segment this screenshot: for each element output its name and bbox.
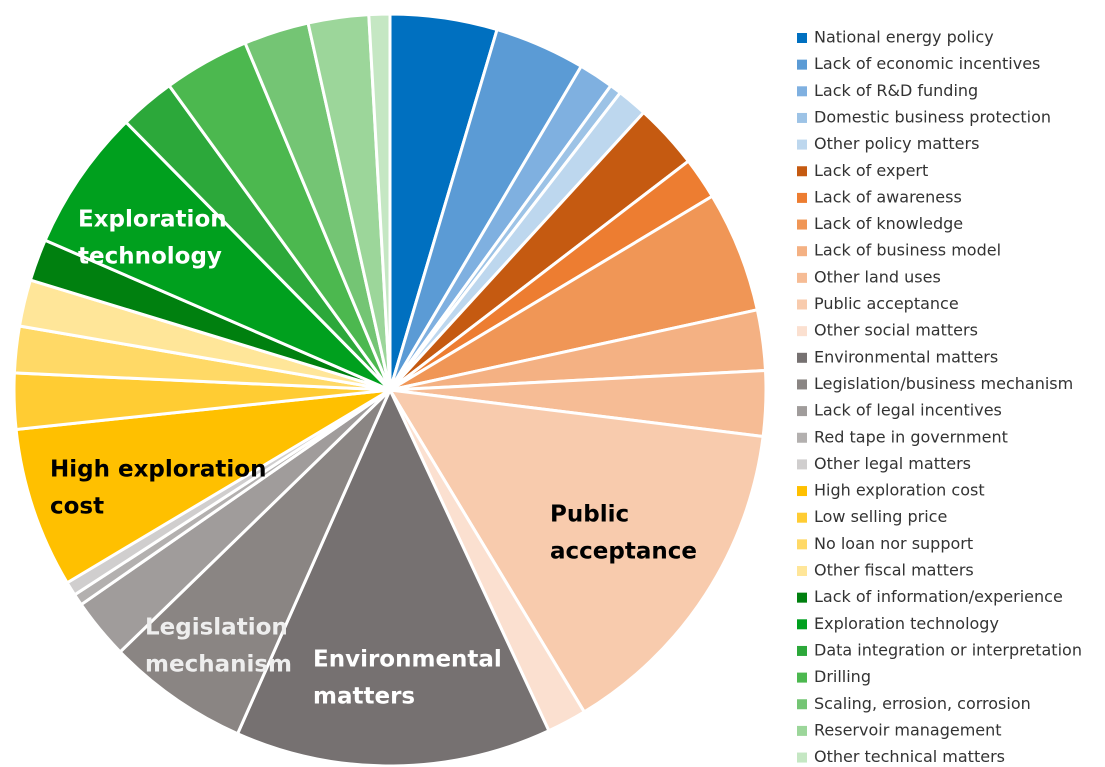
legend-label: Scaling, errosion, corrosion <box>814 694 1031 713</box>
legend-label: Domestic business protection <box>814 107 1051 126</box>
legend-label: Lack of knowledge <box>814 214 963 233</box>
legend-label: Public acceptance <box>814 294 959 313</box>
legend-label: High exploration cost <box>814 481 985 500</box>
legend-label: Other technical matters <box>814 747 1005 766</box>
legend-swatch <box>797 299 807 310</box>
pie-slice <box>387 388 765 714</box>
slice-annotation: technology <box>78 244 222 270</box>
legend-label: Other land uses <box>814 267 941 286</box>
pie-slice <box>118 388 392 736</box>
pie-slice <box>14 388 391 585</box>
legend-swatch <box>797 139 807 150</box>
legend-label: Exploration technology <box>814 614 999 633</box>
legend-label: Drilling <box>814 667 871 686</box>
slice-annotation: mechanism <box>145 652 292 678</box>
legend-label: Lack of awareness <box>814 187 962 206</box>
legend-swatch <box>797 326 807 337</box>
legend-label: National energy policy <box>814 28 994 47</box>
legend-label: Lack of R&D funding <box>814 81 978 100</box>
slice-annotation: cost <box>50 494 104 520</box>
legend-swatch <box>797 192 807 203</box>
pie-slice <box>43 120 392 392</box>
legend-label: Data integration or interpretation <box>814 640 1082 659</box>
legend-label: Environmental matters <box>814 347 998 366</box>
legend-swatch <box>797 672 807 683</box>
legend-label: Lack of economic incentives <box>814 54 1040 73</box>
legend-swatch <box>797 645 807 656</box>
legend-swatch <box>797 512 807 523</box>
legend-label: Lack of information/experience <box>814 587 1063 606</box>
legend-swatch <box>797 219 807 230</box>
legend-swatch <box>797 539 807 550</box>
legend-swatch <box>797 379 807 390</box>
slice-annotation: matters <box>313 684 415 710</box>
legend-label: Lack of legal incentives <box>814 401 1002 420</box>
slice-annotation: High exploration <box>50 457 266 483</box>
slice-annotation: Legislation <box>145 615 288 641</box>
pie-slice <box>235 386 551 767</box>
legend-swatch <box>797 699 807 710</box>
legend-swatch <box>797 752 807 763</box>
slice-annotation: Exploration <box>78 207 227 233</box>
legend-label: Other social matters <box>814 321 978 340</box>
legend-swatch <box>797 112 807 123</box>
legend-label: No loan nor support <box>814 534 973 553</box>
legend-swatch <box>797 459 807 470</box>
legend-swatch <box>797 352 807 363</box>
legend-label: Lack of business model <box>814 241 1001 260</box>
legend-swatch <box>797 406 807 417</box>
legend-label: Low selling price <box>814 507 947 526</box>
legend-swatch <box>797 619 807 630</box>
legend-swatch <box>797 86 807 97</box>
slice-annotation: acceptance <box>550 539 697 565</box>
legend-label: Reservoir management <box>814 720 1002 739</box>
pie-slice <box>367 12 392 391</box>
legend-label: Legislation/business mechanism <box>814 374 1073 393</box>
legend-swatch <box>797 246 807 257</box>
legend-label: Other fiscal matters <box>814 561 974 580</box>
legend-swatch <box>797 486 807 497</box>
legend-label: Other policy matters <box>814 134 979 153</box>
legend-swatch <box>797 725 807 736</box>
legend-label: Red tape in government <box>814 427 1008 446</box>
legend-swatch <box>797 59 807 70</box>
legend-swatch <box>797 166 807 177</box>
legend-label: Lack of expert <box>814 161 928 180</box>
legend-swatch <box>797 592 807 603</box>
slice-annotation: Environmental <box>313 647 502 673</box>
slice-annotation: Public <box>550 502 629 528</box>
legend-swatch <box>797 432 807 443</box>
legend-label: Other legal matters <box>814 454 971 473</box>
legend-swatch <box>797 33 807 43</box>
legend-swatch <box>797 272 807 283</box>
legend-swatch <box>797 566 807 576</box>
